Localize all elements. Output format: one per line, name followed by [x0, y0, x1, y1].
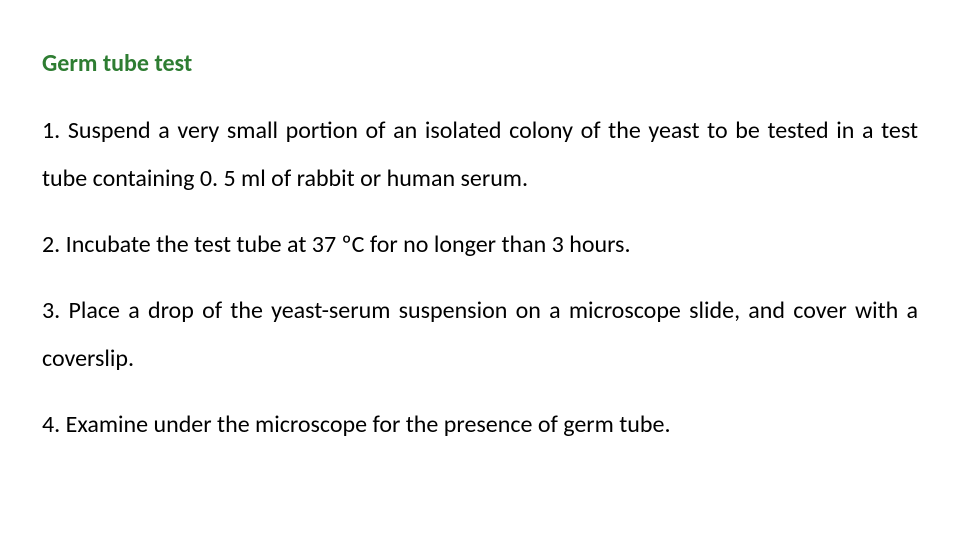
procedure-step-2: 2. Incubate the test tube at 37 ºC for n…	[42, 221, 918, 269]
procedure-step-4: 4. Examine under the microscope for the …	[42, 401, 918, 449]
document-page: Germ tube test 1. Suspend a very small p…	[0, 0, 960, 540]
procedure-step-3: 3. Place a drop of the yeast-serum suspe…	[42, 287, 918, 383]
procedure-step-1: 1. Suspend a very small portion of an is…	[42, 107, 918, 203]
document-title: Germ tube test	[42, 50, 918, 79]
